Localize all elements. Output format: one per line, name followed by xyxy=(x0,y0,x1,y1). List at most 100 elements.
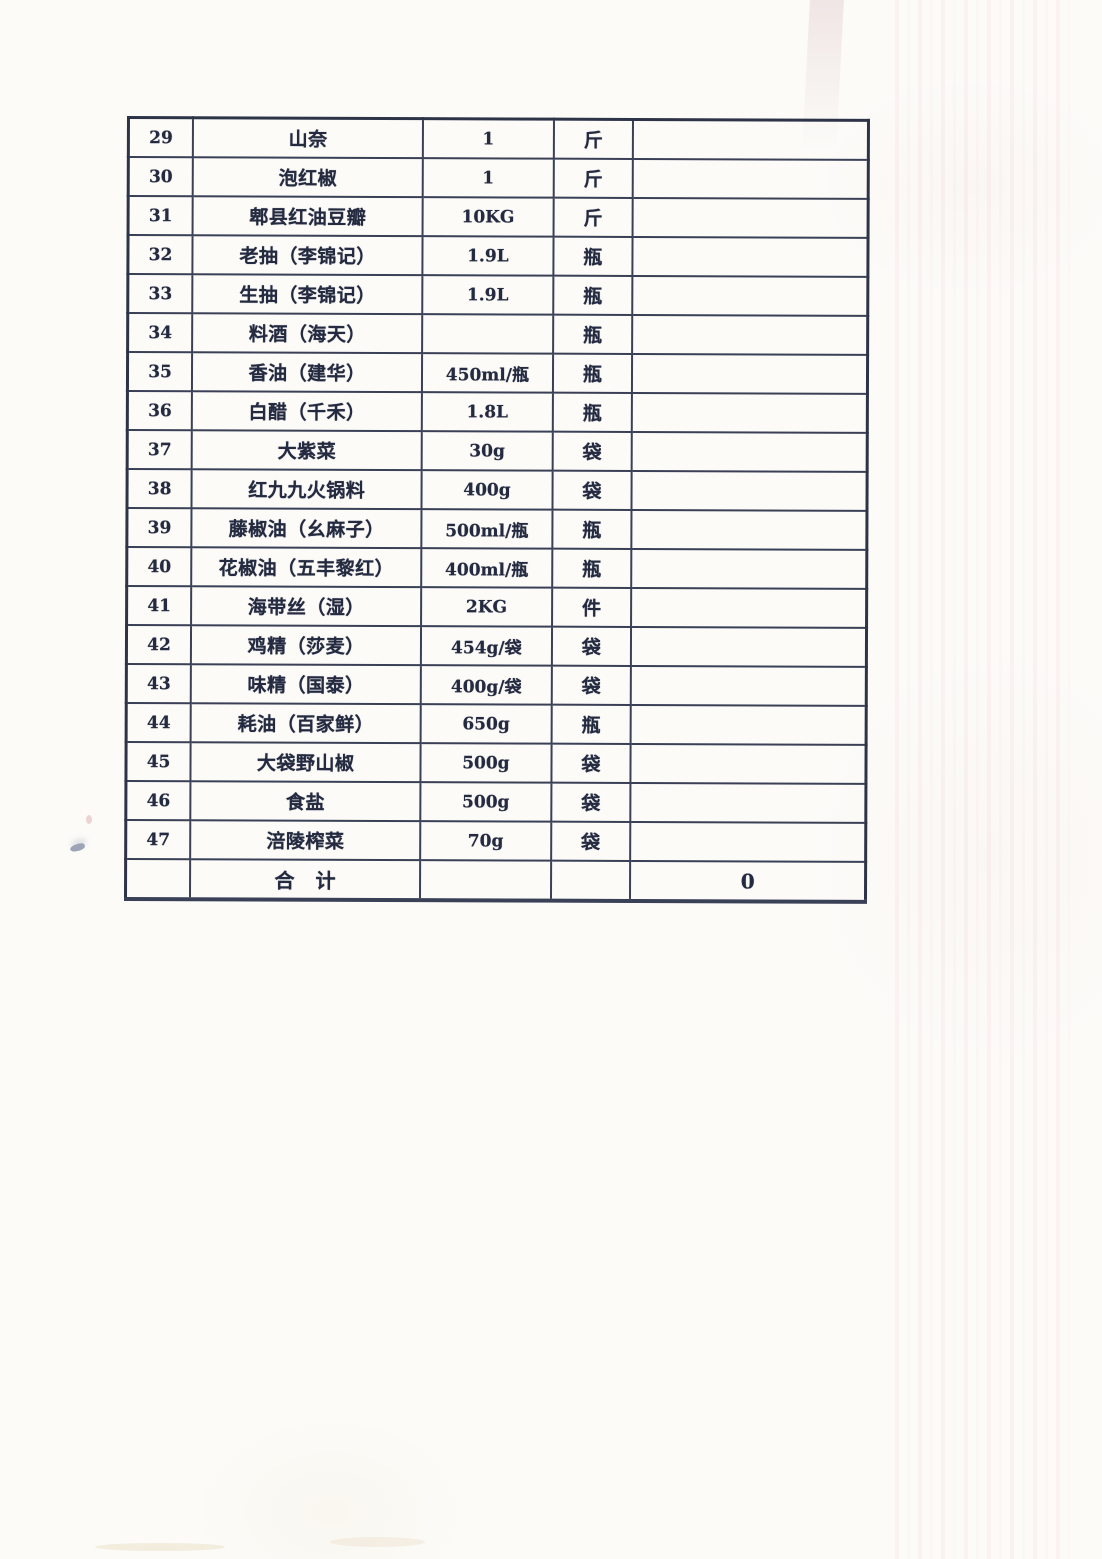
item-name: 泡红椒 xyxy=(192,157,424,198)
item-amount xyxy=(631,431,868,472)
item-spec: 500g xyxy=(420,782,551,822)
item-spec: 400g xyxy=(421,470,553,510)
total-label: 合 计 xyxy=(190,859,421,901)
row-number: 34 xyxy=(127,313,193,353)
item-unit: 斤 xyxy=(553,197,633,237)
item-name: 山奈 xyxy=(192,117,424,159)
row-number: 46 xyxy=(125,781,191,821)
table-row: 42 鸡精（莎麦） 454g/袋 袋 xyxy=(126,625,867,667)
item-amount xyxy=(630,704,867,745)
row-number: 43 xyxy=(126,664,192,704)
table-row: 45 大袋野山椒 500g 袋 xyxy=(125,742,867,784)
total-amount: 0 xyxy=(630,860,866,902)
item-unit: 袋 xyxy=(550,782,631,822)
item-unit: 瓶 xyxy=(551,548,632,588)
item-name: 大紫菜 xyxy=(191,430,423,471)
table-row: 31 郫县红油豆瓣 10KG 斤 xyxy=(128,196,869,238)
item-spec: 650g xyxy=(420,704,552,744)
item-unit: 斤 xyxy=(553,158,634,198)
item-name: 香油（建华） xyxy=(192,352,423,393)
item-amount xyxy=(630,743,867,784)
table-row: 44 耗油（百家鲜） 650g 瓶 xyxy=(126,703,867,745)
table-row: 29 山奈 1 斤 xyxy=(128,117,869,160)
pen-dot-mark xyxy=(86,815,92,824)
item-spec: 2KG xyxy=(421,587,552,627)
item-amount xyxy=(631,470,868,511)
item-name: 鸡精（莎麦） xyxy=(191,625,422,666)
item-unit: 袋 xyxy=(550,743,631,783)
item-unit: 瓶 xyxy=(551,704,631,744)
table-sheet: 29 山奈 1 斤 30 泡红椒 1 斤 31 郫县红油豆瓣 10KG 斤 xyxy=(123,116,870,904)
item-name: 花椒油（五丰黎红） xyxy=(191,547,422,588)
row-number: 36 xyxy=(127,391,193,431)
table-row: 33 生抽（李锦记） 1.9L 瓶 xyxy=(127,274,868,316)
item-name: 食盐 xyxy=(190,781,421,822)
row-number: 47 xyxy=(125,820,191,860)
row-number: 30 xyxy=(128,157,193,197)
item-spec: 400ml/瓶 xyxy=(421,548,552,588)
total-spec xyxy=(420,860,551,901)
item-spec: 70g xyxy=(420,821,551,861)
item-amount xyxy=(632,275,868,316)
item-name: 老抽（李锦记） xyxy=(192,235,423,276)
item-amount xyxy=(632,314,868,355)
row-number: 41 xyxy=(126,586,192,626)
item-spec: 1 xyxy=(422,158,554,198)
row-number: 32 xyxy=(127,235,193,275)
table-row: 36 白醋（千禾） 1.8L 瓶 xyxy=(127,391,868,433)
table-row: 37 大紫菜 30g 袋 xyxy=(127,430,868,472)
item-unit: 袋 xyxy=(551,626,632,666)
row-number: 39 xyxy=(126,508,192,548)
item-spec: 1.9L xyxy=(422,275,553,315)
item-unit: 瓶 xyxy=(552,314,633,354)
item-amount xyxy=(632,197,869,238)
item-amount xyxy=(630,665,867,706)
item-name: 白醋（千禾） xyxy=(191,391,423,432)
item-unit: 瓶 xyxy=(552,353,633,393)
item-unit: 袋 xyxy=(552,431,633,471)
item-amount xyxy=(631,626,867,667)
table-row: 41 海带丝（湿） 2KG 件 xyxy=(126,586,867,628)
item-spec: 450ml/瓶 xyxy=(422,353,553,393)
row-number: 37 xyxy=(127,430,192,470)
item-unit: 瓶 xyxy=(552,236,633,276)
item-spec: 30g xyxy=(421,431,553,471)
scan-streaks xyxy=(895,0,1070,1559)
item-spec: 400g/袋 xyxy=(421,665,552,705)
item-name: 大袋野山椒 xyxy=(190,742,421,783)
item-amount xyxy=(632,392,868,433)
item-amount xyxy=(632,158,869,199)
item-unit: 斤 xyxy=(553,119,634,159)
item-unit: 瓶 xyxy=(552,275,633,315)
item-amount xyxy=(630,821,866,862)
table-row: 35 香油（建华） 450ml/瓶 瓶 xyxy=(127,352,868,394)
table-row: 46 食盐 500g 袋 xyxy=(125,781,866,823)
item-spec: 454g/袋 xyxy=(421,626,552,666)
item-name: 料酒（海天） xyxy=(192,313,423,354)
row-number: 33 xyxy=(127,274,193,314)
item-amount xyxy=(630,782,866,823)
item-spec: 1.9L xyxy=(422,236,554,276)
row-number: 29 xyxy=(128,117,194,158)
item-unit: 袋 xyxy=(551,470,632,510)
item-name: 味精（国泰） xyxy=(190,664,422,705)
table-row: 32 老抽（李锦记） 1.9L 瓶 xyxy=(127,235,869,277)
total-row-number xyxy=(125,859,191,900)
item-amount xyxy=(632,353,868,394)
supply-list-table: 29 山奈 1 斤 30 泡红椒 1 斤 31 郫县红油豆瓣 10KG 斤 xyxy=(123,116,870,904)
row-number: 44 xyxy=(126,703,191,743)
table-row: 43 味精（国泰） 400g/袋 袋 xyxy=(126,664,867,706)
item-name: 藤椒油（幺麻子） xyxy=(191,508,422,549)
table-row: 34 料酒（海天） 瓶 xyxy=(127,313,868,355)
item-name: 涪陵榨菜 xyxy=(190,820,421,861)
item-unit: 瓶 xyxy=(551,509,632,549)
row-number: 35 xyxy=(127,352,193,392)
total-unit xyxy=(550,860,631,901)
item-spec: 1 xyxy=(423,118,554,159)
table-row: 30 泡红椒 1 斤 xyxy=(128,157,869,199)
item-spec: 500ml/瓶 xyxy=(421,509,552,549)
row-number: 31 xyxy=(128,196,193,236)
table-row: 47 涪陵榨菜 70g 袋 xyxy=(125,820,866,862)
item-unit: 瓶 xyxy=(552,392,633,432)
scan-smudge-bottom-left xyxy=(95,1543,225,1551)
